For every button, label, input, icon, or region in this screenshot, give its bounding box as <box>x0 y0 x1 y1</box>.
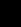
Text: 62: 62 <box>0 2 21 27</box>
Text: TTL SETTING CIRCUIT: TTL SETTING CIRCUIT <box>0 0 21 27</box>
Text: 73a: 73a <box>17 0 21 24</box>
Text: RINGLET SELECTING CIRCUIT: RINGLET SELECTING CIRCUIT <box>0 1 21 27</box>
Bar <box>6 8 8 10</box>
Text: TRANSIT: TRANSIT <box>0 0 21 25</box>
Text: 61: 61 <box>0 4 21 27</box>
Text: LEARN: LEARN <box>0 4 21 27</box>
Text: PACKET TRANSFORMATION CIRCUIT: PACKET TRANSFORMATION CIRCUIT <box>0 4 21 27</box>
Text: 101: 101 <box>0 0 21 25</box>
Bar <box>9 8 11 10</box>
Text: FORWARDING
CIRCUIT: FORWARDING CIRCUIT <box>0 0 21 27</box>
Text: FORWARDING
CIRCUIT: FORWARDING CIRCUIT <box>0 0 21 27</box>
Text: STRIP: STRIP <box>12 0 21 25</box>
Text: 72b: 72b <box>0 0 3 26</box>
Text: 56: 56 <box>0 0 21 27</box>
Text: TOPOLOGY
MANAGEMENT
CIRCUIT: TOPOLOGY MANAGEMENT CIRCUIT <box>0 0 21 27</box>
Text: MULTIPLEXING CIRCUIT: MULTIPLEXING CIRCUIT <box>0 0 21 27</box>
Text: 60: 60 <box>0 3 21 27</box>
Text: FILTER CIRCUIT: FILTER CIRCUIT <box>0 3 21 27</box>
Text: FIG.3: FIG.3 <box>0 0 21 27</box>
Text: ADD
CHANGEOVER
SWITCH: ADD CHANGEOVER SWITCH <box>0 0 21 27</box>
Text: 910a: RINGLET: 910a: RINGLET <box>18 0 21 25</box>
Text: 52: 52 <box>0 0 21 25</box>
Text: ADDRESS
TABLE: ADDRESS TABLE <box>0 0 21 27</box>
Text: COPY/STRIP: COPY/STRIP <box>0 0 21 24</box>
Text: 72a: 72a <box>0 0 3 24</box>
Text: 73b: 73b <box>17 0 21 26</box>
Text: 64: 64 <box>0 0 21 27</box>
Text: 910b: RINGLET: 910b: RINGLET <box>18 0 21 26</box>
Text: 51: 51 <box>0 0 21 23</box>
Text: ADD
CHANGEOVER
SWITCH: ADD CHANGEOVER SWITCH <box>0 0 21 27</box>
Bar <box>5 19 12 20</box>
Text: 82b: 82b <box>0 0 21 27</box>
Text: 82a: 82a <box>0 0 3 27</box>
Text: 54: 54 <box>0 0 21 25</box>
Text: COPY/: COPY/ <box>12 0 21 25</box>
Text: MULTIPLEXING
CIRCUIT: MULTIPLEXING CIRCUIT <box>0 0 21 27</box>
Bar <box>5 7 14 8</box>
Bar <box>11 10 13 11</box>
Bar <box>5 16 10 17</box>
Text: 71b: 71b <box>0 6 21 27</box>
Text: 81b: 81b <box>0 0 21 23</box>
Bar <box>4 7 17 23</box>
Bar <box>8 18 10 19</box>
Text: REFER: REFER <box>0 5 21 27</box>
Bar <box>4 10 6 11</box>
Bar <box>11 16 13 17</box>
Text: 71a: 71a <box>0 6 21 27</box>
Text: 57: 57 <box>0 0 21 27</box>
Text: 55: 55 <box>0 0 21 26</box>
Bar <box>4 13 6 14</box>
Text: 58: 58 <box>0 0 21 27</box>
Text: 81a: 81a <box>0 0 21 23</box>
Bar <box>6 11 12 12</box>
Text: MULTIPLEXING
CIRCUIT: MULTIPLEXING CIRCUIT <box>0 0 21 27</box>
Text: TRANSIT: TRANSIT <box>0 0 21 22</box>
Text: 53: 53 <box>0 0 21 23</box>
Text: CONTROL PACKET PROCESSING CIRCUIT: CONTROL PACKET PROCESSING CIRCUIT <box>0 0 21 23</box>
Bar <box>6 13 8 14</box>
Text: 63: 63 <box>0 0 21 23</box>
Text: 59: 59 <box>0 0 21 27</box>
Bar <box>4 18 6 19</box>
